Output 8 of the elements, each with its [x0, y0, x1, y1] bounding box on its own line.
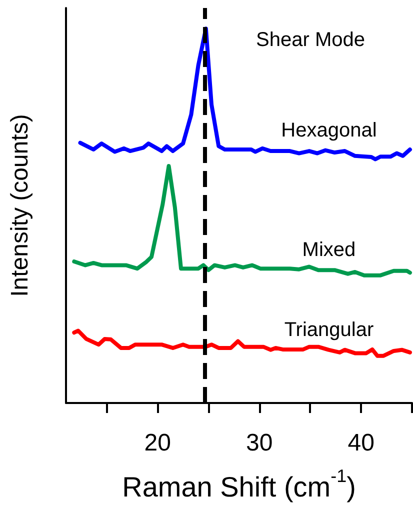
- series-label: Mixed: [302, 239, 356, 262]
- annotation: Shear Mode: [256, 29, 366, 51]
- series-label: Triangular: [284, 318, 374, 341]
- x-tick-label: 20: [144, 430, 171, 456]
- series-label: Hexagonal: [281, 119, 377, 142]
- y-axis-title: Intensity (counts): [6, 114, 34, 297]
- x-tick-label: 40: [348, 430, 374, 456]
- x-tick-label: 30: [246, 430, 273, 456]
